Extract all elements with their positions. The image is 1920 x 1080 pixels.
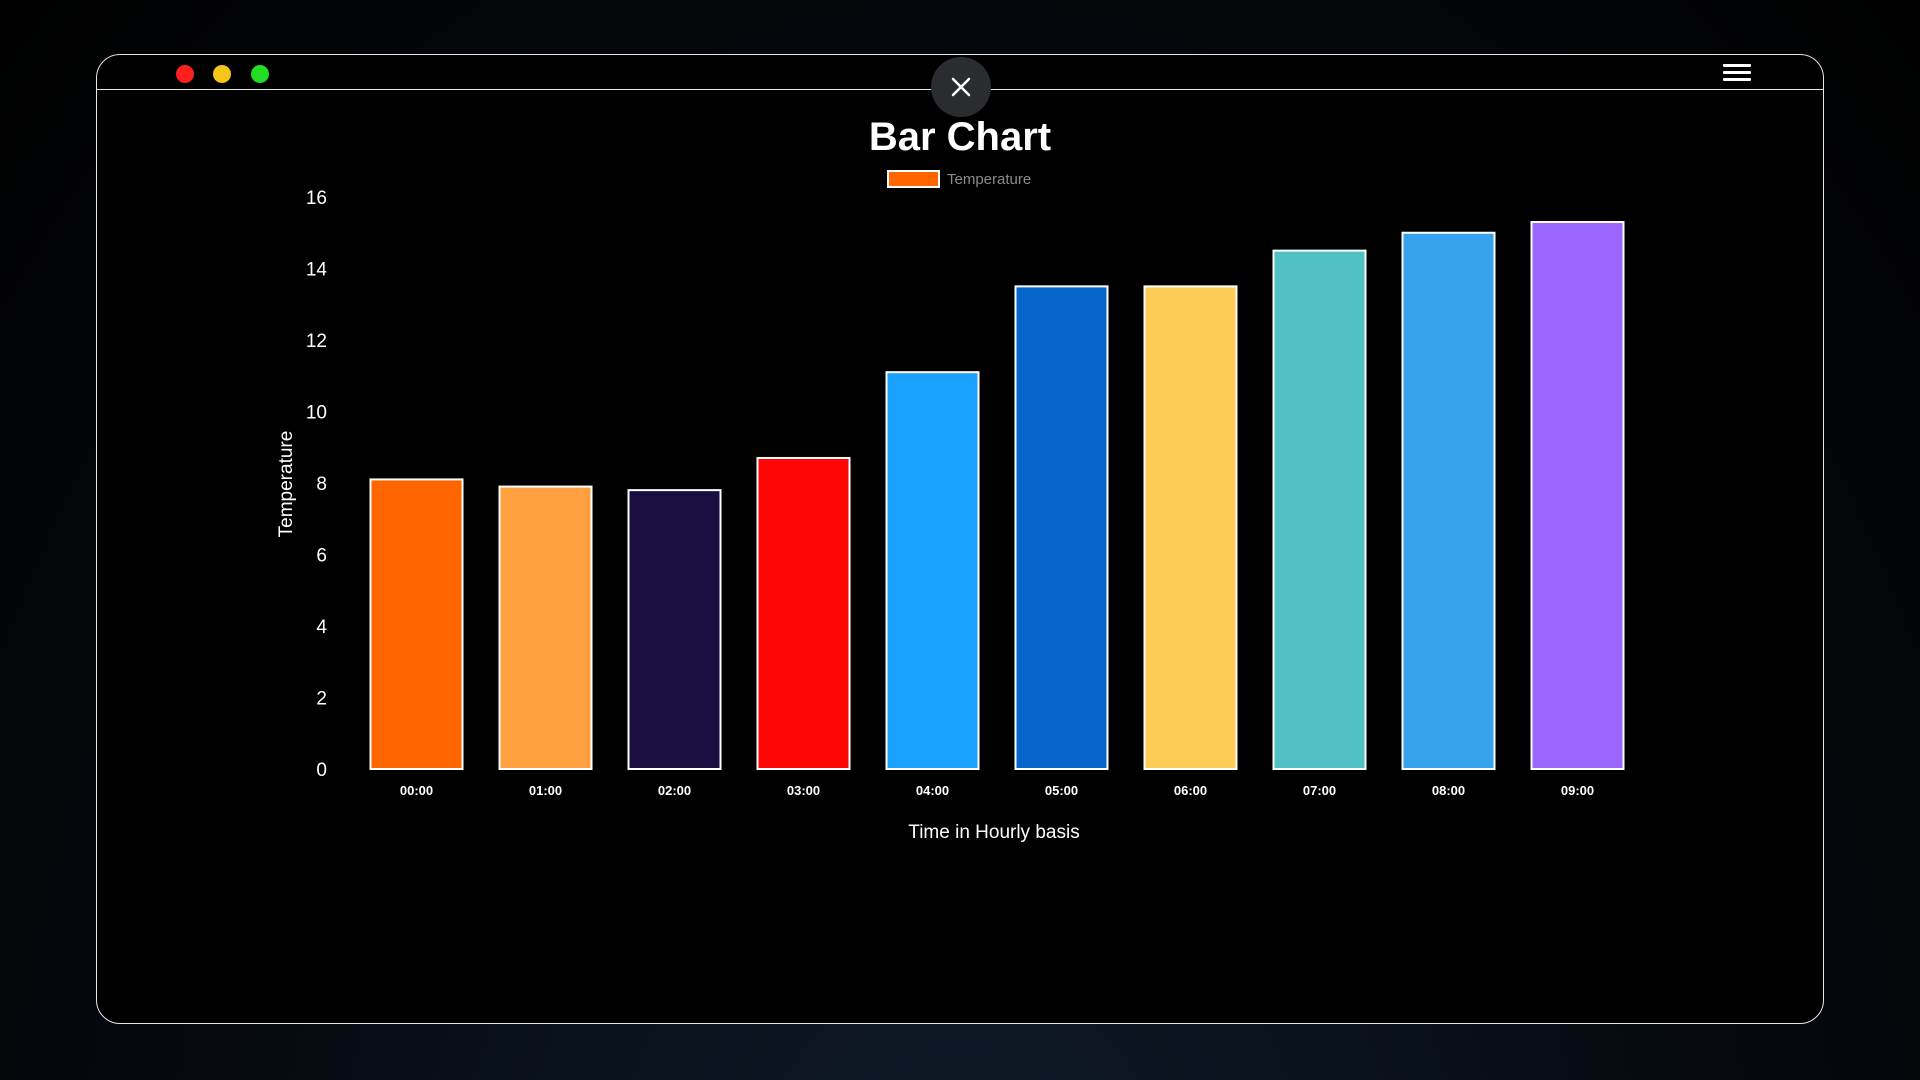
y-tick-label: 4	[316, 617, 327, 638]
y-tick-label: 0	[316, 760, 327, 781]
x-tick-label: 01:00	[529, 783, 562, 798]
bar-0900[interactable]	[1530, 221, 1625, 770]
hamburger-menu-icon[interactable]	[1723, 61, 1753, 83]
legend-label: Temperature	[947, 171, 1031, 188]
x-tick-label: 06:00	[1174, 783, 1207, 798]
x-tick-label: 08:00	[1432, 783, 1465, 798]
y-tick-label: 2	[316, 689, 327, 710]
bar-0500[interactable]	[1014, 285, 1109, 770]
chart-legend[interactable]: Temperature	[887, 170, 1031, 188]
close-icon	[951, 77, 971, 97]
x-axis-ticks: 00:00 01:00 02:00 03:00 04:00 05:00 06:00 07:00…	[400, 783, 1594, 798]
menu-line	[1723, 71, 1751, 74]
menu-line	[1723, 78, 1751, 81]
x-tick-label: 02:00	[658, 783, 691, 798]
x-tick-label: 03:00	[787, 783, 820, 798]
x-tick-label: 07:00	[1303, 783, 1336, 798]
y-tick-label: 10	[306, 403, 327, 424]
y-tick-label: 14	[306, 260, 328, 281]
window-close-dot[interactable]	[176, 65, 194, 83]
x-tick-label: 05:00	[1045, 783, 1078, 798]
menu-line	[1723, 64, 1751, 67]
bar-0600[interactable]	[1143, 285, 1238, 770]
bar-0000[interactable]	[369, 478, 464, 770]
x-tick-label: 04:00	[916, 783, 949, 798]
y-tick-label: 16	[306, 188, 327, 209]
x-tick-label: 09:00	[1561, 783, 1594, 798]
bars	[369, 221, 1625, 770]
y-axis-label: Temperature	[276, 431, 297, 538]
chart-title: Bar Chart	[869, 115, 1051, 159]
y-tick-label: 8	[316, 474, 327, 495]
window-minimize-dot[interactable]	[213, 65, 231, 83]
window-maximize-dot[interactable]	[251, 65, 269, 83]
y-tick-label: 6	[316, 546, 327, 567]
bar-0800[interactable]	[1401, 231, 1496, 770]
bar-0200[interactable]	[627, 489, 722, 770]
bar-0100[interactable]	[498, 485, 593, 770]
bar-0400[interactable]	[885, 371, 980, 770]
bar-0700[interactable]	[1272, 249, 1367, 770]
y-axis-ticks: 0 2 4 6 8 10 12 14 16	[306, 188, 328, 781]
x-tick-label: 00:00	[400, 783, 433, 798]
bar-0300[interactable]	[756, 456, 851, 770]
close-button[interactable]	[931, 57, 991, 117]
x-axis-label: Time in Hourly basis	[908, 822, 1079, 843]
legend-swatch	[887, 170, 940, 188]
y-tick-label: 12	[306, 331, 327, 352]
